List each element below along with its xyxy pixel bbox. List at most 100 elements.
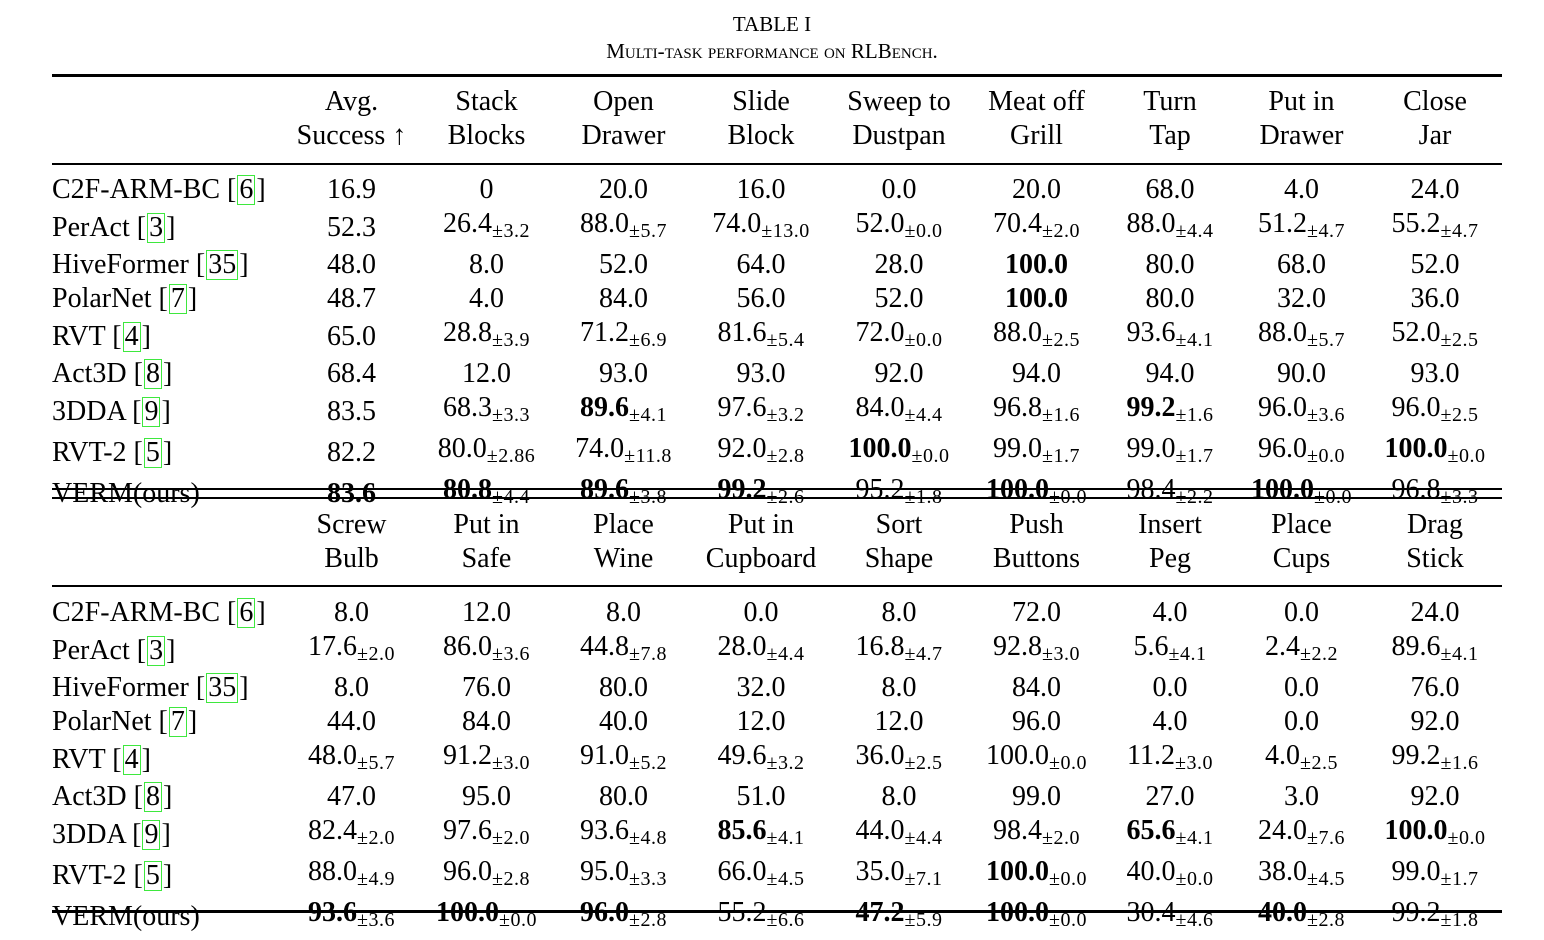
mean-value: 20.0 <box>599 174 648 205</box>
mean-value: 49.6 <box>717 740 767 771</box>
std-value: ±2.8 <box>629 909 667 931</box>
mean-value: 55.2 <box>1391 208 1441 239</box>
method-name: HiveFormer <box>52 249 189 280</box>
spacer-row <box>52 576 1502 596</box>
value-cell: 2.4±2.2 <box>1235 630 1368 671</box>
citation-link[interactable]: 5 <box>143 859 162 891</box>
value-cell: 88.0±5.7 <box>1235 316 1368 357</box>
std-value: ±2.0 <box>1042 220 1080 242</box>
citation-link[interactable]: 5 <box>143 436 162 468</box>
mean-value: 28.0 <box>874 249 924 280</box>
mean-value: 84.0 <box>599 283 648 314</box>
mean-value: 80.8 <box>443 474 492 505</box>
value-cell: 80.0 <box>1105 248 1235 282</box>
header-empty <box>52 508 285 542</box>
std-value: ±7.1 <box>904 868 943 890</box>
citation-link[interactable]: 6 <box>237 174 256 205</box>
citation-link[interactable]: 4 <box>122 320 141 352</box>
citation-link[interactable]: 6 <box>237 597 256 628</box>
citation-link[interactable]: 7 <box>168 283 187 314</box>
std-value: ±3.0 <box>1042 643 1080 665</box>
mean-value: 99.0 <box>1012 781 1061 812</box>
std-value: ±11.8 <box>624 445 672 467</box>
value-cell: 95.0±3.3 <box>555 855 692 896</box>
method-name: PolarNet <box>52 283 152 314</box>
value-cell: 26.4±3.2 <box>418 207 555 248</box>
citation-link[interactable]: 9 <box>142 818 161 850</box>
std-value: ±5.7 <box>629 220 667 242</box>
value-cell: 0.0 <box>830 173 968 207</box>
method-cell: Act3D [8] <box>52 781 173 812</box>
value-cell: 88.0±4.4 <box>1105 207 1235 248</box>
mean-value: 52.0 <box>1410 249 1460 280</box>
value-cell: 8.0 <box>418 248 555 282</box>
value-cell: 52.0±0.0 <box>830 207 968 248</box>
std-value: ±4.4 <box>904 404 943 426</box>
value-cell: 99.2±1.6 <box>1105 391 1235 432</box>
citation-link[interactable]: 3 <box>147 634 166 666</box>
std-value: ±4.4 <box>1175 220 1214 242</box>
citation-link[interactable]: 8 <box>143 358 162 389</box>
value-cell: 11.2±3.0 <box>1105 739 1235 780</box>
value-cell: 92.0 <box>1368 705 1502 739</box>
mean-value: 99.2 <box>1391 740 1441 771</box>
std-value: ±2.8 <box>492 868 530 890</box>
mean-value: 51.2 <box>1258 208 1307 239</box>
std-value: ±0.0 <box>911 445 950 467</box>
mean-value: 24.0 <box>1410 597 1460 628</box>
section-rule-a <box>52 488 1502 490</box>
mean-value: 85.6 <box>717 815 767 846</box>
mean-value: 96.8 <box>1391 474 1441 505</box>
citation-link[interactable]: 4 <box>122 743 141 775</box>
method-cell: C2F-ARM-BC [6] <box>52 174 266 205</box>
std-value: ±4.5 <box>766 868 805 890</box>
citation-link[interactable]: 7 <box>168 706 187 737</box>
std-value: ±3.3 <box>629 868 667 890</box>
value-cell: 8.0 <box>555 596 692 630</box>
mean-value: 92.0 <box>717 433 767 464</box>
method-cell: PerAct [3] <box>52 211 176 243</box>
value-cell: 28.0±4.4 <box>692 630 830 671</box>
value-cell: 83.5 <box>285 391 418 432</box>
citation-link[interactable]: 3 <box>147 211 166 243</box>
std-value: ±2.5 <box>1440 404 1479 426</box>
value-cell: 28.8±3.9 <box>418 316 555 357</box>
mean-value: 96.8 <box>993 392 1042 423</box>
value-cell: 80.8±4.4 <box>418 473 555 514</box>
citation-link[interactable]: 9 <box>142 395 161 427</box>
value-cell: 35.0±7.1 <box>830 855 968 896</box>
mean-value: 0.0 <box>1284 597 1319 628</box>
citation-link[interactable]: 35 <box>206 672 239 703</box>
citation-link[interactable]: 8 <box>143 781 162 812</box>
mean-value: 100.0 <box>848 433 912 464</box>
citation-link[interactable]: 35 <box>206 249 239 280</box>
std-value: ±2.5 <box>1300 752 1338 774</box>
value-cell: 92.0 <box>1368 780 1502 814</box>
std-value: ±7.6 <box>1307 827 1345 849</box>
mean-value: 4.0 <box>1284 174 1319 205</box>
header-empty <box>52 85 285 119</box>
mean-value: 84.0 <box>462 706 511 737</box>
table-row: PerAct [3] 17.6±2.0 86.0±3.6 44.8±7.8 28.0±4… <box>52 630 1502 671</box>
value-cell: 52.0±2.5 <box>1368 316 1502 357</box>
mean-value: 94.0 <box>1012 358 1061 389</box>
method-cell: PerAct [3] <box>52 634 176 666</box>
std-value: ±5.4 <box>766 329 805 351</box>
mean-value: 82.2 <box>327 436 376 468</box>
value-cell: 64.0 <box>692 248 830 282</box>
column-header: Grill <box>1010 120 1063 151</box>
mean-value: 8.0 <box>334 597 369 628</box>
column-header: Buttons <box>992 543 1081 574</box>
value-cell: 91.2±3.0 <box>418 739 555 780</box>
value-cell: 8.0 <box>830 780 968 814</box>
table-row: C2F-ARM-BC [6] 8.0 12.0 8.0 0.0 8.0 72.0 4.0 0.0… <box>52 596 1502 630</box>
value-cell: 100.0±0.0 <box>1368 814 1502 855</box>
table-row: PolarNet [7] 48.7 4.0 84.0 56.0 52.0 100.0 80.0… <box>52 282 1502 316</box>
mean-value: 4.0 <box>1152 706 1188 737</box>
value-cell: 47.0 <box>285 780 418 814</box>
value-cell: 86.0±3.6 <box>418 630 555 671</box>
value-cell: 20.0 <box>555 173 692 207</box>
mean-value: 100.0 <box>1005 249 1068 280</box>
value-cell: 80.0 <box>555 780 692 814</box>
mean-value: 100.0 <box>986 856 1049 887</box>
